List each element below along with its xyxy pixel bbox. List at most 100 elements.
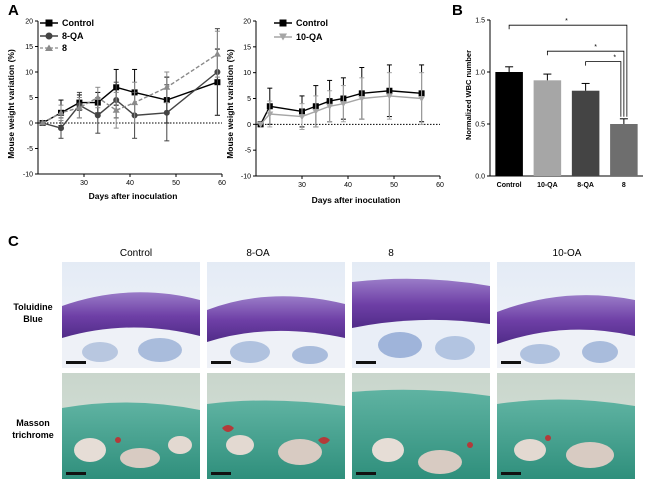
a-left-line-control: [42, 81, 218, 124]
a-left-series-8: [39, 30, 221, 129]
b-sig-star: *: [594, 44, 597, 51]
a-left-point-8: [131, 99, 139, 106]
legend-10qa-label: 10-QA: [296, 32, 323, 42]
legend-8qa-marker: [45, 32, 53, 40]
a-right-point-10qa: [385, 93, 393, 100]
chart-a-left: Mouse weight variation (%) Days after in…: [6, 18, 226, 201]
a-left-line-8qa: [42, 71, 218, 129]
histology-mt-10oa: [497, 373, 635, 479]
legend-control-marker-right: [279, 19, 287, 27]
a-right-ytick-label: -10: [241, 174, 251, 181]
b-sig-star: *: [565, 18, 568, 25]
col-label-8oa: 8-OA: [246, 248, 270, 259]
b-xtick-label-8: 8: [622, 182, 626, 189]
b-sig-line: [585, 61, 622, 117]
b-ytick-label: 1.0: [475, 70, 485, 77]
a-left-point-8: [163, 83, 171, 90]
a-right-ytick-label: -5: [245, 148, 251, 155]
legend-control-marker: [45, 19, 53, 27]
a-left-ytick-label: -5: [27, 146, 33, 153]
a-left-point-8qa: [163, 109, 170, 116]
a-right-point-10qa: [266, 111, 274, 118]
histology-tb-control: [62, 262, 200, 368]
a-left-ytick-label: 10: [25, 70, 33, 77]
panel-label-b: B: [452, 2, 463, 19]
b-sig-star: *: [613, 55, 616, 62]
a-left-ytick-label: 0: [29, 121, 33, 128]
b-ytick-label: 1.5: [475, 18, 485, 25]
b-bar-8: [610, 124, 638, 176]
a-left-point-8: [75, 104, 83, 111]
legend-control-label-right: Control: [296, 18, 328, 28]
legend-control-label: Control: [62, 18, 94, 28]
a-left-xtick-label: 30: [80, 180, 88, 187]
b-xtick-label-control: Control: [497, 182, 522, 189]
histology-mt-8: [352, 373, 490, 479]
panel-label-a: A: [8, 2, 19, 19]
a-left-point-8: [213, 50, 221, 57]
a-left-xtick-label: 50: [172, 180, 180, 187]
legend-8-marker: [45, 44, 53, 51]
a-right-ylabel: Mouse weight variation (%): [225, 49, 235, 159]
b-sig-bracket: *: [546, 44, 625, 117]
a-left-point-8: [39, 119, 47, 126]
row-label-masson-1: Masson: [16, 418, 50, 428]
a-left-xtick-label: 40: [126, 180, 134, 187]
a-right-point-10qa: [418, 96, 426, 102]
b-bar-control: [495, 72, 523, 176]
histology-tb-8oa: [207, 262, 345, 368]
a-right-xlabel: Days after inoculation: [312, 195, 401, 205]
b-xtick-label-10qa: 10-QA: [537, 182, 558, 189]
b-sig-bracket: *: [585, 55, 622, 117]
a-right-series-10qa: [257, 72, 426, 130]
a-left-series-control: [39, 48, 221, 127]
a-left-point-8qa: [94, 112, 101, 119]
a-left-point-8: [94, 94, 102, 100]
col-label-10oa: 10-OA: [553, 248, 582, 259]
a-right-ytick-label: 5: [247, 96, 251, 103]
col-label-control: Control: [120, 248, 152, 259]
a-right-point-10qa: [298, 114, 306, 121]
row-label-toluidine-2: Blue: [23, 314, 43, 324]
a-left-legend: Control 8-QA 8: [40, 18, 94, 53]
a-right-point-10qa: [257, 121, 265, 128]
histology-panel: Control 8-OA 8 10-OA Toluidine Blue Mass…: [12, 248, 635, 479]
a-right-ytick-label: 15: [243, 44, 251, 51]
histology-tb-8: [352, 262, 490, 368]
a-left-ylabel: Mouse weight variation (%): [6, 49, 16, 159]
histology-tb-10oa: [497, 262, 635, 368]
a-right-point-10qa: [339, 101, 347, 108]
panel-label-c: C: [8, 233, 19, 250]
chart-b-wbc: Normalized WBC number 0.0 0.5 1.0 1.5 Contro…: [464, 18, 643, 189]
a-left-ytick-label: 20: [25, 19, 33, 26]
a-right-legend: Control 10-QA: [274, 18, 328, 42]
b-ylabel: Normalized WBC number: [464, 50, 473, 140]
a-left-point-8: [112, 106, 120, 113]
a-right-ytick-label: 20: [243, 19, 251, 26]
row-label-toluidine-1: Toluidine: [13, 302, 52, 312]
a-left-ytick-label: -10: [23, 172, 33, 179]
a-right-ytick-label: 0: [247, 122, 251, 129]
a-left-xlabel: Days after inoculation: [89, 191, 178, 201]
legend-8-label: 8: [62, 43, 67, 53]
row-label-masson-2: trichrome: [12, 430, 54, 440]
legend-8qa-label: 8-QA: [62, 31, 84, 41]
histology-mt-control: [62, 373, 200, 479]
b-sig-bracket: *: [508, 18, 628, 117]
col-label-8: 8: [388, 248, 394, 259]
legend-10qa-marker: [279, 33, 287, 41]
b-ytick-label: 0.5: [475, 122, 485, 129]
chart-a-right: Mouse weight variation (%) Days after in…: [225, 18, 444, 205]
a-right-point-10qa: [358, 96, 366, 102]
a-left-ytick-label: 5: [29, 95, 33, 102]
b-sig-line: [546, 50, 625, 117]
a-right-xtick-label: 30: [298, 182, 306, 189]
b-bar-10qa: [533, 80, 562, 176]
a-right-point-10qa: [326, 103, 334, 110]
b-sig-line: [508, 24, 628, 117]
a-left-line-8: [42, 53, 218, 124]
b-bar-8qa: [571, 90, 600, 176]
a-left-point-8qa: [58, 125, 64, 132]
b-xtick-label-8qa: 8-QA: [577, 182, 594, 189]
